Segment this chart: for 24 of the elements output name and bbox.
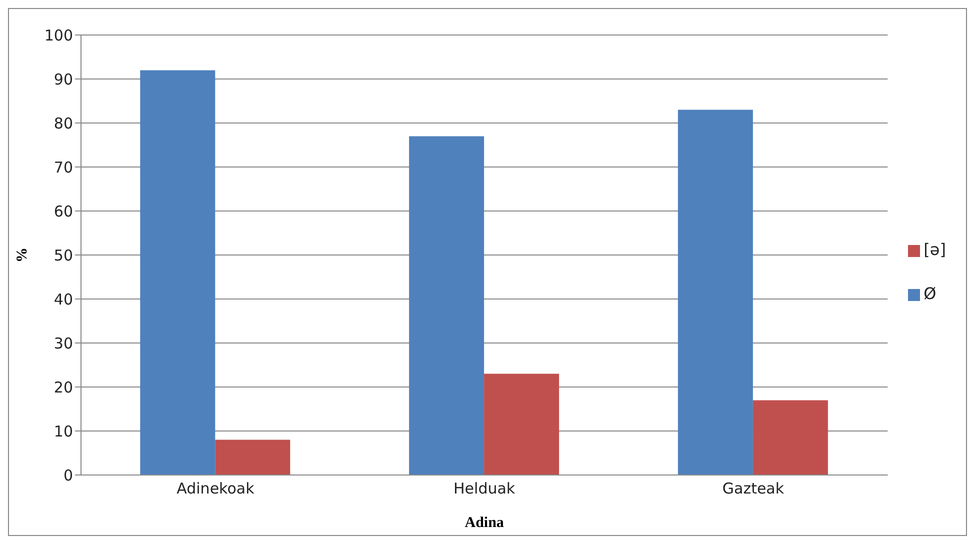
y-tick-label: 20 [54,378,73,396]
y-tick-label: 30 [54,334,73,352]
bar [678,110,753,475]
y-tick-label: 0 [63,466,73,484]
x-tick-label: Gazteak [722,480,784,498]
legend-label: Ø [924,284,936,303]
x-tick-label: Helduak [454,480,516,498]
y-tick-label: 100 [44,26,73,44]
bar [752,400,828,475]
y-tick-label: 10 [54,422,73,440]
bar [409,136,484,475]
y-tick-label: 60 [54,202,73,220]
bar [215,440,290,475]
x-tick-label: Adinekoak [176,480,255,498]
y-tick-label: 40 [54,290,73,308]
y-tick-label: 50 [54,246,73,264]
y-tick-label: 80 [54,114,73,132]
x-axis-title: Adina [464,515,504,531]
y-tick-label: 90 [54,70,73,88]
bar [484,374,560,475]
legend-label: [ə] [924,240,946,259]
y-tick-label: 70 [54,158,73,176]
y-axis-title: % [14,248,30,262]
bar [140,70,216,475]
